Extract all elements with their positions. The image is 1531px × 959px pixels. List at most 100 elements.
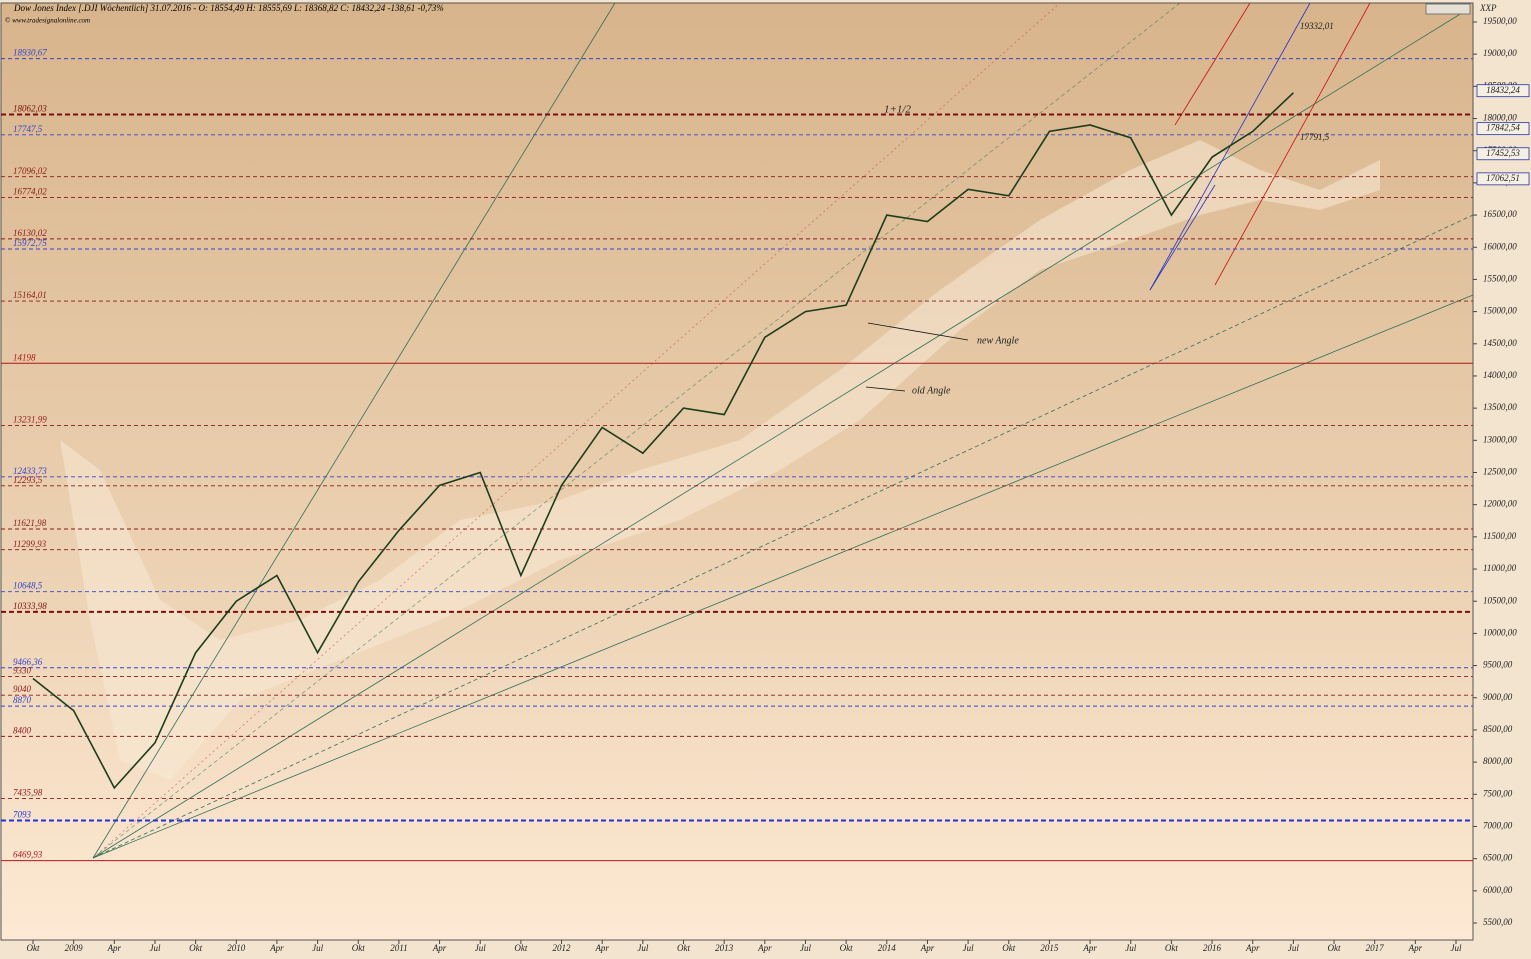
x-tick-label: Jul [312, 943, 323, 953]
x-tick-label: Jul [1288, 943, 1299, 953]
price-marker-label: 17842,54 [1486, 123, 1520, 133]
price-marker-label: 17062,51 [1486, 173, 1520, 183]
y-tick-label: 6000,00 [1483, 885, 1513, 895]
x-tick-label: Apr [757, 943, 772, 953]
y-tick-label: 14500,00 [1483, 338, 1517, 348]
x-tick-label: Apr [107, 943, 122, 953]
x-tick-label: Okt [677, 943, 690, 953]
x-tick-label: Okt [352, 943, 365, 953]
x-tick-label: Okt [1165, 943, 1178, 953]
window-buttons [1425, 3, 1471, 15]
annotation: 19332,01 [1300, 21, 1334, 31]
level-label: 17747,5 [13, 124, 43, 134]
x-tick-label: Jul [963, 943, 974, 953]
y-tick-label: 9000,00 [1483, 692, 1513, 702]
level-label: 6469,93 [13, 850, 43, 860]
x-tick-label: Apr [269, 943, 284, 953]
price-marker-label: 17452,53 [1486, 148, 1520, 158]
x-tick-label: 2013 [715, 943, 734, 953]
y-tick-label: 8500,00 [1483, 724, 1513, 734]
y-tick-label: 13500,00 [1483, 402, 1517, 412]
x-tick-label: Apr [1082, 943, 1097, 953]
chart-title: Dow Jones Index [.DJI Wöchentlich] 31.07… [13, 3, 444, 13]
y-tick-label: 8000,00 [1483, 756, 1513, 766]
x-tick-label: 2011 [390, 943, 407, 953]
y-tick-label: 14000,00 [1483, 370, 1517, 380]
price-marker [1476, 84, 1530, 98]
price-marker [1476, 172, 1530, 186]
x-tick-label: Okt [514, 943, 527, 953]
price-marker-label: 18432,24 [1486, 85, 1520, 95]
x-tick-label: Jul [475, 943, 486, 953]
x-tick-label: 2009 [65, 943, 84, 953]
level-label: 10333,98 [13, 601, 47, 611]
window-controls[interactable] [1425, 3, 1471, 15]
level-label: 9330 [13, 666, 32, 676]
x-tick-label: Apr [432, 943, 447, 953]
level-label: 7435,98 [13, 787, 43, 797]
y-tick-label: 12500,00 [1483, 467, 1517, 477]
level-label: 10648,5 [13, 581, 43, 591]
annotation: 1+1/2 [884, 104, 911, 116]
price-marker [1476, 147, 1530, 161]
y-tick-label: 7500,00 [1483, 788, 1513, 798]
y-tick-label: 5500,00 [1483, 917, 1513, 927]
level-label: 12433,73 [13, 466, 47, 476]
y-tick-label: 15000,00 [1483, 306, 1517, 316]
x-tick-label: 2010 [227, 943, 246, 953]
level-label: 16774,02 [13, 186, 47, 196]
x-tick-label: Jul [800, 943, 811, 953]
x-tick-label: 2014 [878, 943, 897, 953]
level-label: 15972,75 [13, 238, 47, 248]
x-tick-label: Okt [1002, 943, 1015, 953]
y-tick-label: 16000,00 [1483, 241, 1517, 251]
level-label: 18930,67 [13, 48, 47, 58]
y-tick-label: 9500,00 [1483, 660, 1513, 670]
level-label: 12293,5 [13, 475, 43, 485]
level-label: 7093 [13, 810, 32, 820]
subtitle: © www.tradesignalonline.com [5, 17, 90, 25]
x-tick-label: Apr [1245, 943, 1260, 953]
x-tick-label: Jul [149, 943, 160, 953]
x-tick-label: Okt [840, 943, 853, 953]
level-label: 15164,01 [13, 290, 47, 300]
y-tick-label: 7000,00 [1483, 821, 1513, 831]
x-tick-label: Okt [1328, 943, 1341, 953]
level-label: 8870 [13, 695, 32, 705]
x-tick-label: Jul [1125, 943, 1136, 953]
x-tick-label: Apr [1408, 943, 1423, 953]
x-tick-label: 2012 [553, 943, 572, 953]
x-tick-label: 2016 [1203, 943, 1222, 953]
level-label: 11621,98 [13, 518, 47, 528]
x-tick-label: Jul [637, 943, 648, 953]
y-tick-label: 11500,00 [1483, 531, 1517, 541]
y-tick-label: 18000,00 [1483, 113, 1517, 123]
x-tick-label: 2015 [1040, 943, 1059, 953]
y-tick-label: 6500,00 [1483, 853, 1513, 863]
level-label: 14198 [13, 352, 36, 362]
x-tick-label: Okt [189, 943, 202, 953]
price-marker [1476, 122, 1530, 136]
cloud [60, 140, 1380, 780]
level-label: 13231,99 [13, 414, 47, 424]
annotation: old Angle [912, 385, 951, 396]
x-tick-label: Okt [27, 943, 40, 953]
level-label: 8400 [13, 725, 32, 735]
y-tick-label: 16500,00 [1483, 209, 1517, 219]
y-tick-label: 12000,00 [1483, 499, 1517, 509]
y-tick-label: 19000,00 [1483, 48, 1517, 58]
y-tick-label: 15500,00 [1483, 273, 1517, 283]
level-label: 16130,02 [13, 228, 47, 238]
y-tick-label: 10500,00 [1483, 595, 1517, 605]
level-label: 17096,02 [13, 166, 47, 176]
axis-name: XXP [1479, 3, 1497, 13]
y-tick-label: 13000,00 [1483, 434, 1517, 444]
x-tick-label: Apr [594, 943, 609, 953]
y-tick-label: 19500,00 [1483, 16, 1517, 26]
y-tick-label: 11000,00 [1483, 563, 1517, 573]
annotation: 17791,5 [1300, 132, 1330, 142]
level-label: 11299,93 [13, 539, 47, 549]
fan-lines [92, 2, 1474, 859]
x-tick-label: Jul [1451, 943, 1462, 953]
